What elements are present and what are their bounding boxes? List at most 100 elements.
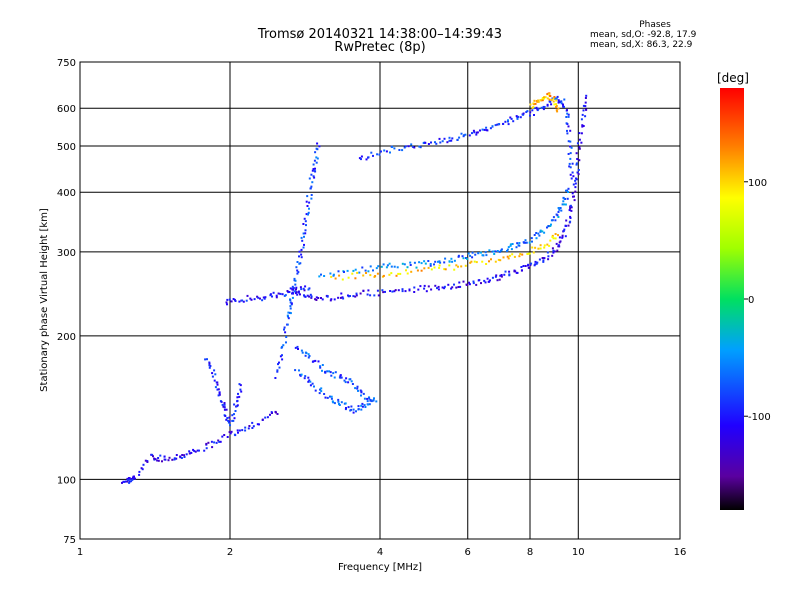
data-point — [352, 269, 355, 272]
data-point — [307, 376, 310, 379]
data-point — [250, 298, 253, 301]
data-point — [315, 147, 318, 150]
data-point — [519, 253, 522, 255]
data-point — [231, 419, 234, 422]
data-point — [462, 257, 465, 260]
data-point — [390, 272, 393, 275]
data-point — [130, 480, 133, 483]
data-point — [581, 124, 584, 127]
data-point — [537, 100, 540, 103]
data-point — [181, 454, 184, 456]
data-point — [390, 265, 393, 268]
data-point — [522, 112, 525, 115]
data-point — [271, 295, 273, 298]
data-point — [393, 265, 396, 268]
data-point — [534, 102, 537, 105]
data-point — [453, 259, 456, 262]
data-point — [300, 236, 303, 239]
data-point — [308, 287, 311, 290]
data-point — [535, 262, 538, 265]
data-point — [304, 351, 307, 354]
data-point — [531, 109, 534, 112]
data-point — [259, 297, 261, 300]
data-point — [316, 157, 319, 160]
data-point — [277, 292, 280, 295]
phases-header: Phases — [639, 20, 671, 30]
data-point — [339, 374, 342, 377]
data-point — [491, 276, 494, 279]
data-point — [134, 477, 136, 480]
data-point — [569, 204, 572, 207]
data-point — [317, 360, 320, 363]
data-point — [234, 410, 237, 412]
data-point — [558, 208, 561, 211]
y-tick-label: 100 — [57, 475, 76, 486]
data-point — [256, 295, 259, 298]
data-point — [204, 358, 207, 361]
data-point — [406, 272, 409, 275]
data-point — [565, 122, 568, 125]
data-point — [546, 93, 549, 96]
data-point — [324, 396, 327, 399]
data-point — [127, 478, 130, 481]
data-point — [206, 358, 208, 361]
data-point — [236, 396, 239, 399]
data-point — [233, 298, 236, 301]
data-point — [323, 275, 326, 277]
data-point — [389, 151, 391, 154]
data-point — [334, 371, 337, 374]
data-point — [552, 216, 555, 219]
data-point — [338, 403, 340, 405]
data-point — [213, 379, 216, 382]
data-point — [569, 152, 572, 155]
data-point — [557, 234, 559, 237]
data-point — [286, 290, 289, 292]
colorbar-tick-label: 100 — [748, 178, 767, 189]
data-point — [284, 294, 287, 297]
data-point — [326, 396, 329, 399]
data-point — [207, 441, 210, 444]
data-point — [190, 451, 193, 454]
data-point — [329, 299, 332, 302]
data-point — [360, 390, 363, 393]
data-point — [234, 300, 237, 302]
data-point — [450, 257, 453, 260]
data-point — [536, 108, 539, 111]
data-point — [360, 155, 363, 158]
data-point — [578, 138, 581, 141]
data-point — [302, 246, 305, 249]
data-point — [509, 244, 512, 247]
data-point — [489, 127, 492, 130]
data-point — [488, 260, 490, 263]
data-point — [368, 403, 371, 406]
data-point — [419, 285, 422, 288]
data-point — [368, 397, 371, 400]
data-point — [584, 101, 587, 104]
data-point — [209, 365, 212, 367]
data-point — [375, 400, 378, 403]
data-point — [173, 457, 176, 460]
data-point — [351, 383, 354, 385]
data-point — [410, 143, 413, 146]
data-point — [560, 102, 563, 105]
data-point — [217, 388, 220, 391]
data-point — [546, 226, 548, 229]
data-point — [558, 100, 561, 103]
data-point — [294, 279, 297, 282]
data-point — [211, 372, 214, 375]
data-point — [367, 403, 369, 406]
data-point — [518, 242, 521, 244]
data-point — [480, 251, 482, 254]
data-point — [361, 266, 364, 269]
data-point — [552, 251, 555, 254]
data-point — [308, 177, 311, 180]
data-point — [355, 410, 357, 413]
data-point — [343, 271, 345, 273]
data-point — [221, 435, 224, 438]
data-point — [503, 273, 506, 276]
data-point — [157, 459, 160, 462]
data-point — [318, 145, 321, 148]
data-point — [563, 203, 565, 206]
data-point — [328, 370, 331, 373]
